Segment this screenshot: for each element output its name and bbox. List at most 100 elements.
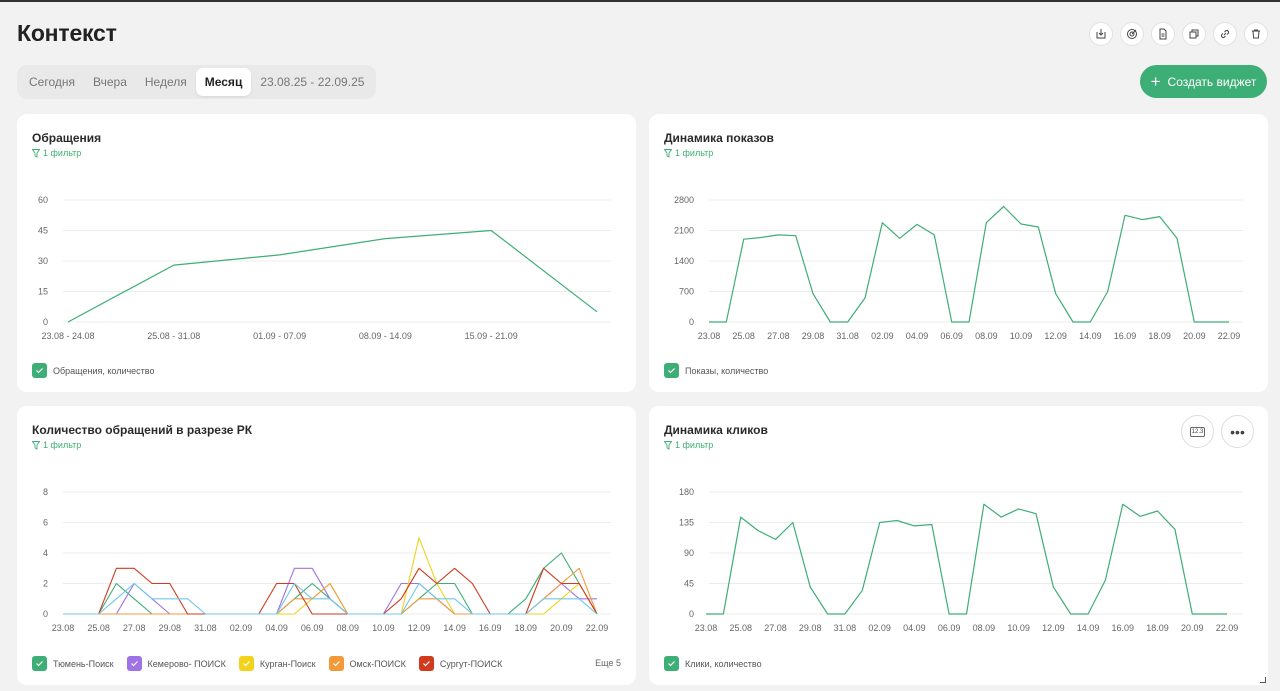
x-tick-label: 08.09 bbox=[973, 623, 996, 633]
legend: Тюмень-Поиск Кемерово- ПОИСК Курган-Поис… bbox=[32, 656, 502, 671]
copy-icon[interactable] bbox=[1182, 22, 1206, 46]
checkbox-icon[interactable] bbox=[418, 656, 434, 671]
x-tick-label: 18.09 bbox=[1146, 623, 1169, 633]
tab-month[interactable]: Месяц bbox=[195, 68, 252, 96]
filter-icon bbox=[664, 440, 672, 450]
x-tick-label: 14.09 bbox=[443, 623, 466, 633]
checkbox-icon[interactable] bbox=[32, 363, 47, 378]
x-tick-label: 12.09 bbox=[408, 623, 431, 633]
filter-icon bbox=[32, 440, 40, 450]
page-title: Контекст bbox=[17, 20, 117, 46]
y-tick-label: 90 bbox=[684, 548, 694, 558]
y-tick-label: 1400 bbox=[674, 256, 694, 266]
x-tick-label: 06.09 bbox=[938, 623, 961, 633]
ellipsis-icon: ••• bbox=[1230, 423, 1245, 440]
tab-yesterday[interactable]: Вчера bbox=[93, 75, 127, 89]
x-tick-label: 25.08 bbox=[87, 623, 110, 633]
number-format-button[interactable]: 12.3 bbox=[1181, 415, 1214, 448]
create-widget-button[interactable]: + Создать виджет bbox=[1140, 65, 1267, 98]
checkbox-icon[interactable] bbox=[238, 656, 254, 671]
widget-clicks: Динамика кликов 1 фильтр 12.3 ••• 0 45 90 1… bbox=[649, 406, 1268, 685]
widget-appeals: Обращения 1 фильтр 0 15 30 45 60 23.08 - 24.0… bbox=[17, 114, 636, 392]
legend-item[interactable]: Сургут-ПОИСК bbox=[418, 656, 502, 671]
x-tick-label: 10.09 bbox=[372, 623, 395, 633]
filter-link[interactable]: 1 фильтр bbox=[32, 440, 81, 450]
x-tick-label: 25.08 bbox=[732, 331, 755, 341]
widget-impressions: Динамика показов 1 фильтр 0 700 1400 2100 28… bbox=[649, 114, 1268, 392]
x-tick-label: 22.09 bbox=[1216, 623, 1239, 633]
impressions-chart: 0 700 1400 2100 2800 23.08 25.08 27.08 29.08 31.0… bbox=[674, 195, 1243, 341]
y-tick-label: 0 bbox=[43, 609, 48, 619]
number-format-icon: 12.3 bbox=[1189, 426, 1206, 437]
checkbox-icon[interactable] bbox=[32, 656, 47, 671]
document-icon[interactable] bbox=[1151, 22, 1175, 46]
resize-handle[interactable] bbox=[1260, 677, 1266, 683]
x-tick-label: 23.08 bbox=[52, 623, 75, 633]
checkbox-icon[interactable] bbox=[126, 656, 142, 671]
x-tick-label: 31.08 bbox=[194, 623, 217, 633]
x-tick-label: 20.09 bbox=[1181, 623, 1204, 633]
toolbar bbox=[1089, 22, 1268, 46]
checkbox-icon[interactable] bbox=[664, 363, 679, 378]
filter-link[interactable]: 1 фильтр bbox=[32, 148, 81, 158]
y-tick-label: 0 bbox=[689, 317, 694, 327]
x-tick-label: 02.09 bbox=[230, 623, 253, 633]
x-tick-label: 15.09 - 21.09 bbox=[465, 331, 518, 341]
legend-label: Клики, количество bbox=[685, 658, 762, 669]
y-tick-label: 0 bbox=[43, 317, 48, 327]
legend-item[interactable]: Тюмень-Поиск bbox=[32, 656, 114, 671]
x-tick-label: 18.09 bbox=[1148, 331, 1171, 341]
legend-item[interactable]: Показы, количество bbox=[664, 363, 768, 378]
legend-item[interactable]: Клики, количество bbox=[664, 656, 762, 671]
x-tick-label: 25.08 bbox=[729, 623, 752, 633]
y-tick-label: 60 bbox=[38, 195, 48, 205]
y-tick-label: 700 bbox=[679, 287, 694, 297]
legend: Показы, количество bbox=[664, 363, 768, 378]
x-tick-label: 31.08 bbox=[834, 623, 857, 633]
y-tick-label: 135 bbox=[679, 518, 694, 528]
campaign-chart: 0 2 4 6 8 23.08 25.08 27.08 29.08 31.08 02.09 04.09… bbox=[43, 487, 611, 633]
download-icon[interactable] bbox=[1089, 22, 1113, 46]
x-tick-label: 29.08 bbox=[802, 331, 825, 341]
legend-label: Кемерово- ПОИСК bbox=[147, 658, 226, 669]
x-tick-label: 08.09 bbox=[337, 623, 360, 633]
y-tick-label: 180 bbox=[679, 487, 694, 497]
link-icon[interactable] bbox=[1213, 22, 1237, 46]
target-icon[interactable] bbox=[1120, 22, 1144, 46]
legend-item[interactable]: Курган-Поиск bbox=[238, 656, 316, 671]
legend-more-link[interactable]: Еще 5 bbox=[595, 658, 621, 668]
x-tick-label: 25.08 - 31.08 bbox=[147, 331, 200, 341]
x-tick-label: 08.09 bbox=[975, 331, 998, 341]
series-line bbox=[709, 205, 1229, 323]
filter-link[interactable]: 1 фильтр bbox=[664, 440, 713, 450]
x-tick-label: 16.09 bbox=[1112, 623, 1135, 633]
x-tick-label: 20.09 bbox=[550, 623, 573, 633]
tab-week[interactable]: Неделя bbox=[144, 75, 187, 89]
legend-label: Омск-ПОИСК bbox=[349, 658, 406, 669]
plus-icon: + bbox=[1150, 72, 1161, 91]
x-tick-label: 12.09 bbox=[1044, 331, 1067, 341]
more-options-button[interactable]: ••• bbox=[1221, 415, 1254, 448]
x-tick-label: 22.09 bbox=[1218, 331, 1241, 341]
checkbox-icon[interactable] bbox=[664, 656, 679, 671]
series-line bbox=[706, 503, 1227, 615]
filter-link[interactable]: 1 фильтр bbox=[664, 148, 713, 158]
tab-today[interactable]: Сегодня bbox=[29, 75, 75, 89]
trash-icon[interactable] bbox=[1244, 22, 1268, 46]
x-tick-label: 20.09 bbox=[1183, 331, 1206, 341]
legend-item[interactable]: Кемерово- ПОИСК bbox=[126, 656, 226, 671]
y-tick-label: 2800 bbox=[674, 195, 694, 205]
tab-date-range[interactable]: 23.08.25 - 22.09.25 bbox=[260, 75, 365, 89]
x-tick-label: 16.09 bbox=[1114, 331, 1137, 341]
legend-item[interactable]: Омск-ПОИСК bbox=[328, 656, 406, 671]
filter-label: 1 фильтр bbox=[43, 148, 82, 158]
x-tick-label: 12.09 bbox=[1042, 623, 1065, 633]
x-tick-label: 23.08 bbox=[698, 331, 721, 341]
legend-item[interactable]: Обращения, количество bbox=[32, 363, 154, 378]
widget-title: Обращения bbox=[32, 131, 102, 145]
checkbox-icon[interactable] bbox=[328, 656, 344, 671]
legend-label: Обращения, количество bbox=[53, 365, 155, 376]
legend-label: Курган-Поиск bbox=[259, 658, 316, 669]
x-tick-label: 14.09 bbox=[1079, 331, 1102, 341]
legend-label: Показы, количество bbox=[685, 365, 769, 376]
